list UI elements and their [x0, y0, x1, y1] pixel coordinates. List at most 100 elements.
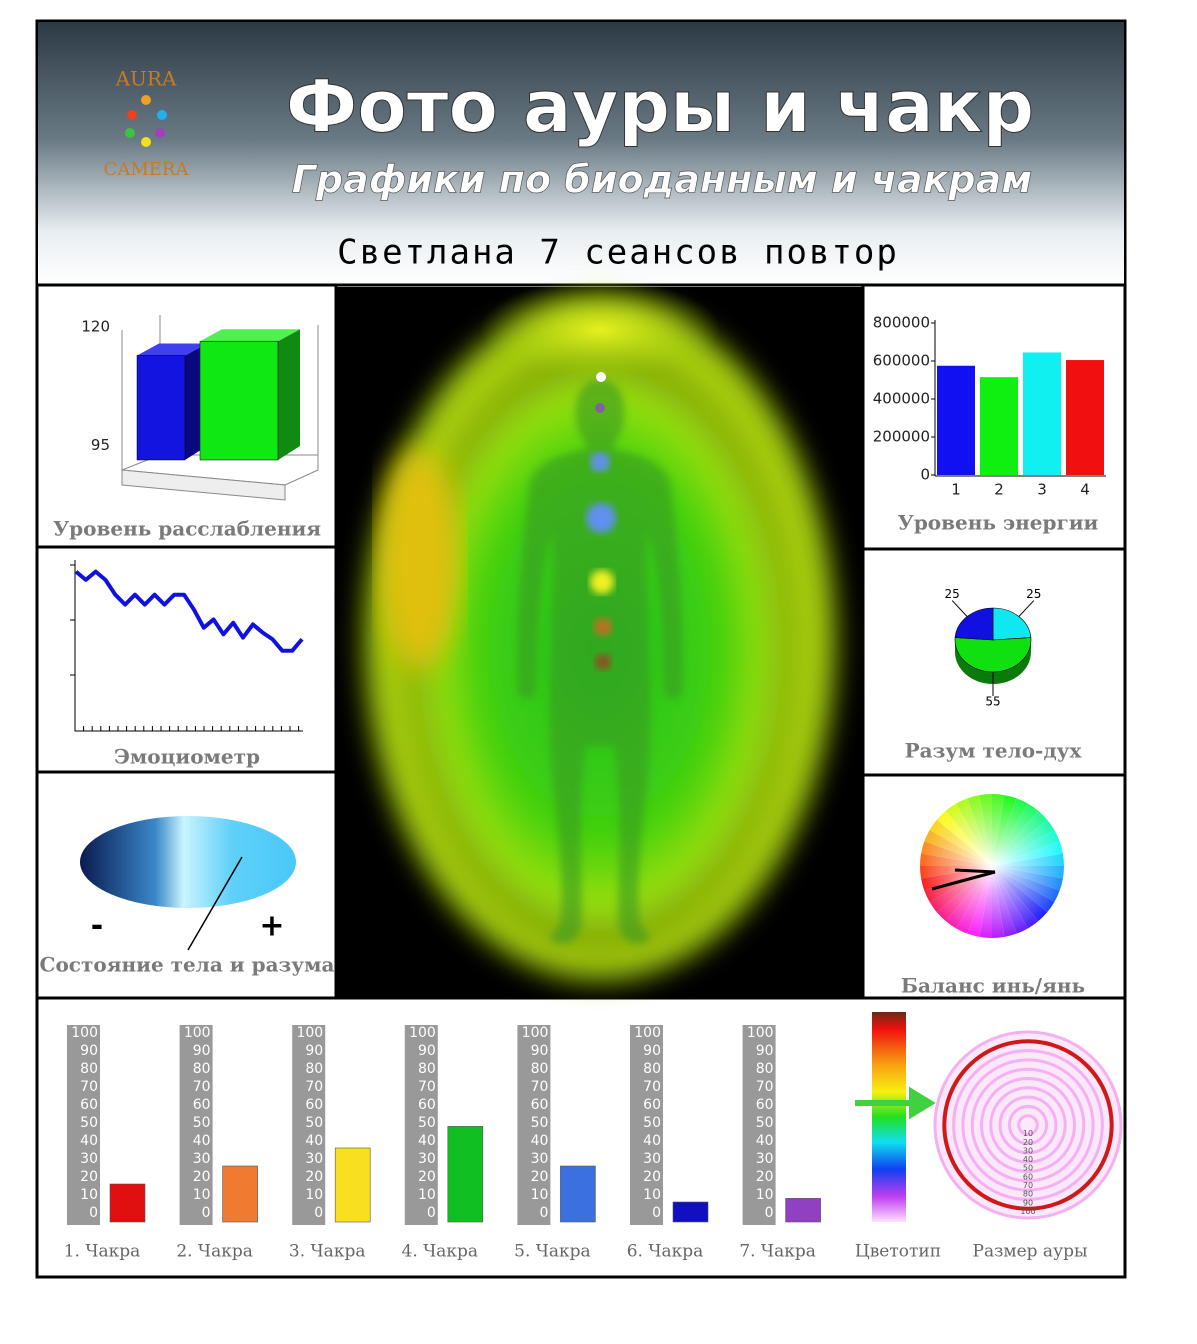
y-tick-label: 600000 — [873, 352, 930, 370]
x-tick-label: 4 — [1080, 481, 1090, 499]
y-tick-label: 20 — [80, 1169, 98, 1185]
bar-top — [200, 329, 300, 342]
scale-bg — [67, 1025, 100, 1225]
ring-label: 40 — [1023, 1155, 1033, 1164]
y-tick-label: 100 — [71, 1025, 98, 1041]
y-tick-label: 0 — [920, 466, 930, 484]
caption: Уровень расслабления — [53, 517, 321, 541]
ring — [952, 1049, 1104, 1201]
y-tick-label: 50 — [418, 1115, 436, 1131]
scale-bg — [179, 1025, 213, 1225]
y-tick-label: 20 — [193, 1169, 211, 1185]
y-tick-label: 0 — [539, 1205, 548, 1221]
y-tick-label: 40 — [193, 1133, 211, 1149]
ring-label: 10 — [1023, 1129, 1033, 1138]
y-tick-label: 200000 — [873, 428, 930, 446]
x-tick-label: 7. Чакра — [739, 1242, 816, 1262]
bar — [672, 1201, 709, 1223]
ring — [970, 1067, 1086, 1183]
y-tick-label: 40 — [531, 1133, 549, 1149]
scale-bg — [630, 1025, 663, 1225]
y-tick-label: 40 — [756, 1133, 774, 1149]
y-tick-label: 100 — [184, 1025, 211, 1041]
y-tick-label: 100 — [296, 1025, 323, 1041]
ring-label: 70 — [1023, 1181, 1033, 1190]
bar — [447, 1126, 484, 1223]
caption: Размер ауры — [973, 1242, 1088, 1262]
y-tick-label: 50 — [80, 1115, 98, 1131]
aura-photo — [337, 280, 862, 997]
bar — [785, 1198, 821, 1223]
y-tick-label: 50 — [305, 1115, 323, 1131]
y-tick-label: 50 — [531, 1115, 549, 1131]
scale-bg — [292, 1025, 326, 1225]
y-tick-label: 20 — [531, 1169, 549, 1185]
y-tick-label: 90 — [531, 1043, 549, 1059]
y-tick-label: 60 — [418, 1097, 436, 1113]
client-line: Светлана 7 сеансов повтор — [337, 233, 899, 273]
y-tick-label: 0 — [89, 1205, 98, 1221]
y-tick-label: 0 — [427, 1205, 436, 1221]
y-tick-label: 30 — [418, 1151, 436, 1167]
caption: Эмоциометр — [114, 745, 260, 769]
caption: Разум тело-дух — [905, 739, 1083, 763]
ring-label: 50 — [1023, 1164, 1033, 1173]
y-tick-label: 40 — [80, 1133, 98, 1149]
y-tick-label: 10 — [80, 1187, 98, 1203]
scale-bg — [742, 1025, 776, 1225]
ring-label: 60 — [1023, 1172, 1033, 1181]
bar — [937, 365, 975, 475]
bar — [980, 377, 1018, 475]
y-tick-label: 70 — [643, 1079, 661, 1095]
y-tick-label: 80 — [756, 1061, 774, 1077]
x-tick-label: 3 — [1037, 481, 1047, 499]
y-tick-label: 20 — [418, 1169, 436, 1185]
ring-label: 20 — [1023, 1138, 1033, 1147]
y-tick-label: 60 — [643, 1097, 661, 1113]
y-tick-label: 10 — [193, 1187, 211, 1203]
ring — [989, 1086, 1067, 1164]
y-tick-label: 50 — [756, 1115, 774, 1131]
bar — [334, 1147, 371, 1223]
y-tick-label: 80 — [193, 1061, 211, 1077]
y-tick-label: 10 — [418, 1187, 436, 1203]
scale-bg — [404, 1025, 438, 1225]
scale-bg — [517, 1025, 551, 1225]
logo-bottom: CAMERA — [104, 159, 190, 180]
y-tick-label: 100 — [747, 1025, 774, 1041]
x-tick-label: 2 — [994, 481, 1004, 499]
data-label: 25 — [945, 587, 960, 601]
y-tick-label: 10 — [305, 1187, 323, 1203]
data-label: 25 — [1026, 587, 1041, 601]
caption: Баланс инь/янь — [901, 974, 1085, 998]
y-tick-label: 30 — [756, 1151, 774, 1167]
y-tick-label: 90 — [756, 1043, 774, 1059]
y-tick-label: 40 — [305, 1133, 323, 1149]
line — [74, 569, 304, 653]
bar — [1023, 352, 1061, 475]
y-tick-label: 80 — [80, 1061, 98, 1077]
y-tick-label: 20 — [643, 1169, 661, 1185]
y-tick-label: 400000 — [873, 390, 930, 408]
x-tick-label: 4. Чакра — [402, 1242, 479, 1262]
logo-top: AURA — [115, 67, 177, 91]
wheel-fade — [920, 794, 1064, 938]
data-label: 55 — [985, 695, 1000, 709]
arrow — [855, 1086, 936, 1120]
bar — [222, 1165, 258, 1223]
ring — [1007, 1104, 1049, 1146]
x-tick-label: 3. Чакра — [289, 1242, 366, 1262]
y-tick-label: 100 — [522, 1025, 549, 1041]
ring — [980, 1077, 1076, 1173]
gauge-ellipse — [80, 816, 296, 908]
y-tick-label: 20 — [305, 1169, 323, 1185]
y-tick-label: 50 — [643, 1115, 661, 1131]
grid-frames — [38, 283, 1124, 1000]
caption: Цветотип — [855, 1242, 941, 1262]
bar — [199, 340, 279, 461]
ring — [933, 1030, 1123, 1220]
y-tick-label: 90 — [643, 1043, 661, 1059]
y-tick-label: 10 — [643, 1187, 661, 1203]
bar — [136, 355, 186, 461]
